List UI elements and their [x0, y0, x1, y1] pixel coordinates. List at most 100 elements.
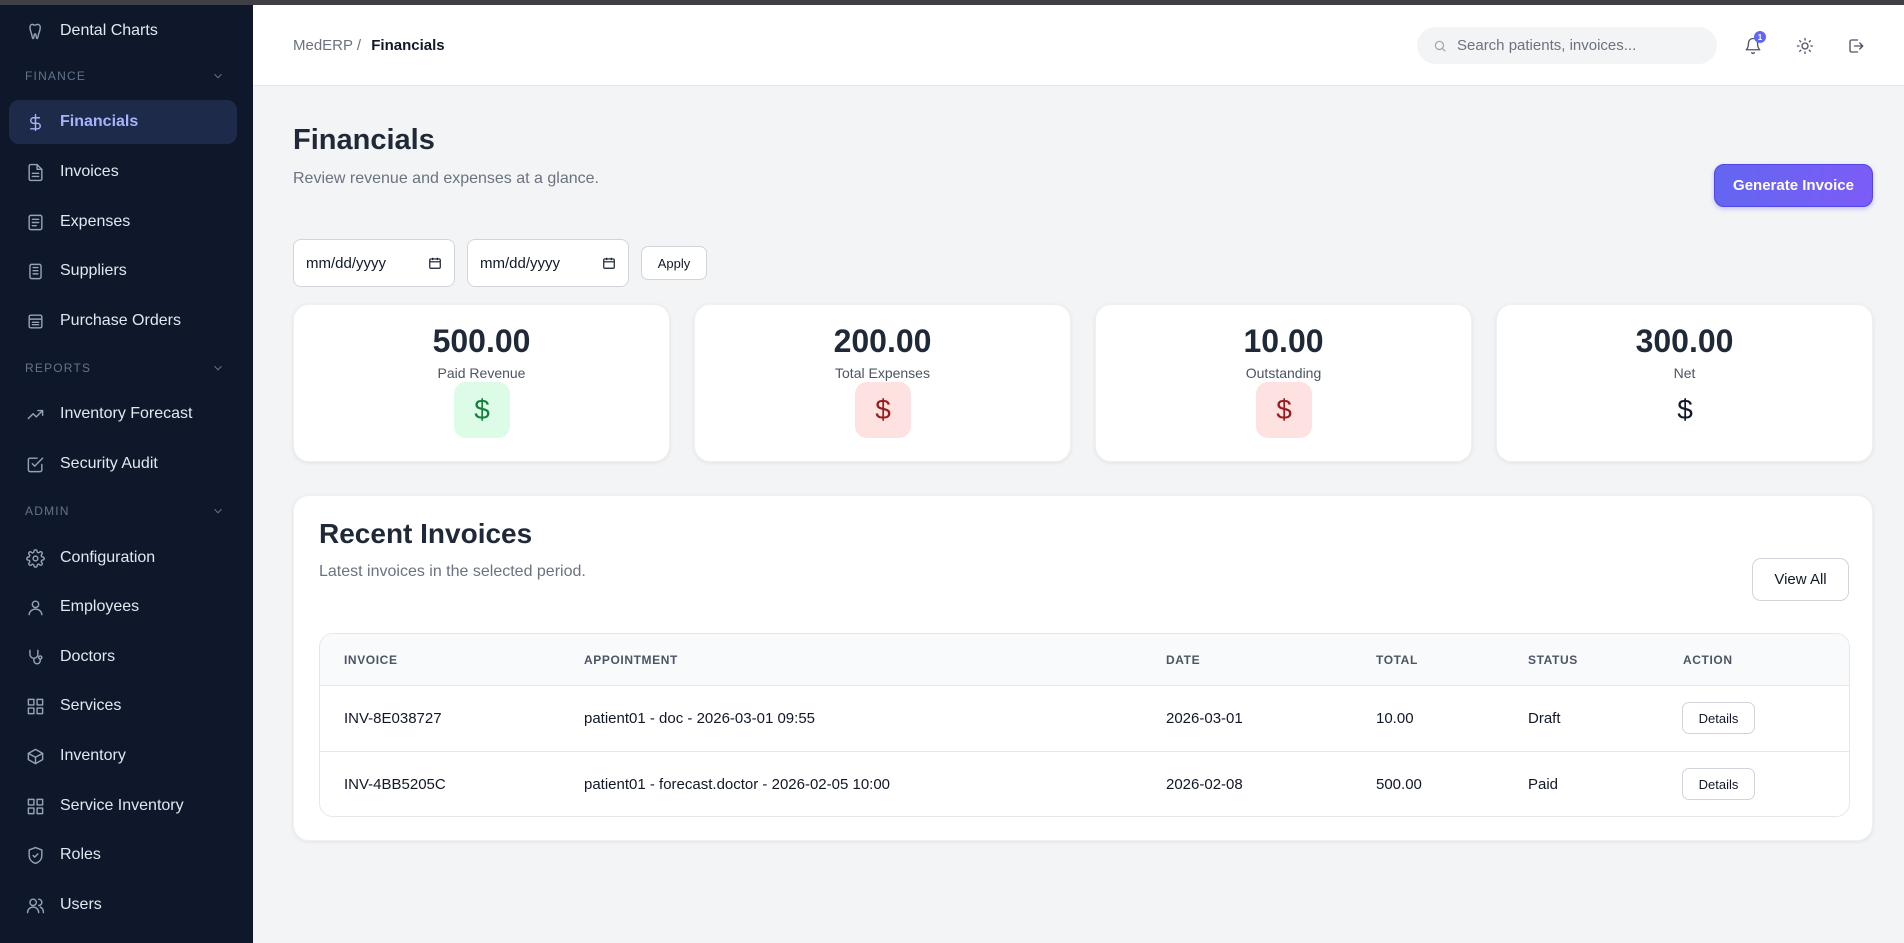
user-icon: [25, 597, 45, 617]
column-header: INVOICE: [344, 653, 398, 667]
page-title: Financials: [293, 124, 435, 156]
section-subtitle: Latest invoices in the selected period.: [319, 563, 586, 580]
sidebar-item-label: Service Inventory: [60, 797, 184, 814]
invoices-table: INVOICE APPOINTMENT DATE TOTAL STATUS AC…: [319, 633, 1850, 817]
section-finance[interactable]: FINANCE: [25, 66, 225, 86]
generate-invoice-button[interactable]: Generate Invoice: [1714, 164, 1873, 207]
sidebar-item-label: Configuration: [60, 549, 156, 566]
cell-invoice: INV-4BB5205C: [344, 776, 446, 793]
shield-icon: [25, 845, 45, 865]
grid-icon: [25, 796, 45, 816]
section-admin[interactable]: ADMIN: [25, 501, 225, 521]
top-header: MedERP / Financials 1: [253, 5, 1904, 86]
column-header: STATUS: [1528, 653, 1578, 667]
search-box[interactable]: [1417, 27, 1717, 64]
stat-value: 10.00: [1243, 323, 1324, 359]
breadcrumb: MedERP / Financials: [293, 37, 445, 54]
dollar-icon: $: [454, 382, 510, 438]
sidebar-item-configuration[interactable]: Configuration: [9, 536, 237, 580]
sidebar-item-label: Suppliers: [60, 262, 127, 279]
chevron-down-icon: [214, 365, 222, 371]
sidebar-item-roles[interactable]: Roles: [9, 833, 237, 877]
cell-status: Paid: [1528, 776, 1559, 793]
breadcrumb-current: Financials: [371, 37, 445, 54]
sidebar-item-suppliers[interactable]: Suppliers: [9, 249, 237, 293]
sidebar-item-label: Purchase Orders: [60, 312, 181, 329]
window-top-strip: [0, 0, 1904, 5]
recent-invoices-card: Recent Invoices Latest invoices in the s…: [293, 495, 1873, 841]
stat-label: Outstanding: [1245, 365, 1322, 381]
stat-card-paid-revenue: 500.00 Paid Revenue $: [293, 304, 670, 462]
checkbox-icon: [25, 454, 45, 474]
table-row: INV-8E038727 patient01 - doc - 2026-03-0…: [320, 686, 1849, 752]
dollar-icon: $: [1256, 382, 1312, 438]
sidebar-item-dental-charts[interactable]: Dental Charts: [9, 9, 237, 53]
date-from-field[interactable]: mm/dd/yyyy: [293, 239, 455, 287]
sidebar-item-security-audit[interactable]: Security Audit: [9, 442, 237, 486]
sidebar-item-users[interactable]: Users: [9, 883, 237, 927]
document-list-icon: [25, 311, 45, 331]
stat-value: 300.00: [1635, 323, 1734, 359]
sidebar-item-employees[interactable]: Employees: [9, 585, 237, 629]
sidebar-item-doctors[interactable]: Doctors: [9, 635, 237, 679]
date-from-placeholder: mm/dd/yyyy: [306, 254, 387, 272]
bell-icon: [1745, 37, 1761, 55]
section-reports[interactable]: REPORTS: [25, 358, 225, 378]
details-button[interactable]: Details: [1682, 768, 1755, 800]
sidebar-item-service-inventory[interactable]: Service Inventory: [9, 784, 237, 828]
logout-icon: [1849, 39, 1864, 53]
date-to-field[interactable]: mm/dd/yyyy: [467, 239, 629, 287]
calendar-icon[interactable]: [602, 256, 616, 270]
cell-total: 10.00: [1376, 710, 1414, 727]
stat-value: 200.00: [833, 323, 932, 359]
search-input[interactable]: [1457, 37, 1707, 54]
dollar-icon: $: [1677, 394, 1693, 425]
sidebar-item-label: Invoices: [60, 163, 119, 180]
receipt-icon: [25, 212, 45, 232]
sidebar-item-invoices[interactable]: Invoices: [9, 150, 237, 194]
calendar-icon[interactable]: [428, 256, 442, 270]
box-icon: [25, 746, 45, 766]
stat-label: Paid Revenue: [437, 365, 526, 381]
sidebar-item-inventory[interactable]: Inventory: [9, 734, 237, 778]
sidebar-item-label: Security Audit: [60, 455, 158, 472]
notifications-button[interactable]: 1: [1740, 31, 1766, 59]
sidebar-item-label: Inventory Forecast: [60, 405, 193, 422]
sidebar-item-label: Services: [60, 697, 122, 714]
dollar-icon: [25, 112, 45, 132]
details-button[interactable]: Details: [1682, 702, 1755, 734]
apply-button[interactable]: Apply: [641, 246, 707, 280]
sidebar-item-purchase-orders[interactable]: Purchase Orders: [9, 299, 237, 343]
cell-total: 500.00: [1376, 776, 1422, 793]
sidebar-item-label: Roles: [60, 846, 101, 863]
sidebar-item-label: Dental Charts: [60, 22, 158, 39]
trending-up-icon: [25, 404, 45, 424]
section-label: FINANCE: [25, 69, 87, 83]
cell-date: 2026-02-08: [1166, 776, 1243, 793]
cell-status: Draft: [1528, 710, 1561, 727]
stat-label: Total Expenses: [835, 365, 930, 381]
column-header: APPOINTMENT: [584, 653, 678, 667]
notification-badge: 1: [1754, 31, 1766, 43]
logout-button[interactable]: [1843, 33, 1869, 59]
stat-card-net: 300.00 Net $: [1496, 304, 1873, 462]
sidebar-item-label: Financials: [60, 113, 139, 130]
sidebar-item-expenses[interactable]: Expenses: [9, 200, 237, 244]
sidebar-item-label: Expenses: [60, 213, 131, 230]
theme-toggle-button[interactable]: [1792, 33, 1818, 59]
breadcrumb-root[interactable]: MedERP /: [293, 37, 362, 54]
sidebar-item-financials[interactable]: Financials: [9, 100, 237, 144]
sidebar: Dental Charts FINANCE Financials Invoice…: [0, 5, 253, 943]
sidebar-item-inventory-forecast[interactable]: Inventory Forecast: [9, 392, 237, 436]
search-icon: [1434, 40, 1446, 52]
stat-card-total-expenses: 200.00 Total Expenses $: [694, 304, 1071, 462]
cell-appointment: patient01 - forecast.doctor - 2026-02-05…: [584, 776, 891, 793]
view-all-button[interactable]: View All: [1752, 558, 1849, 601]
chevron-down-icon: [214, 508, 222, 514]
stat-value: 500.00: [432, 323, 531, 359]
gear-icon: [25, 548, 45, 568]
chevron-down-icon: [214, 73, 222, 79]
sidebar-item-services[interactable]: Services: [9, 684, 237, 728]
cell-appointment: patient01 - doc - 2026-03-01 09:55: [584, 710, 815, 727]
sidebar-item-label: Users: [60, 896, 102, 913]
